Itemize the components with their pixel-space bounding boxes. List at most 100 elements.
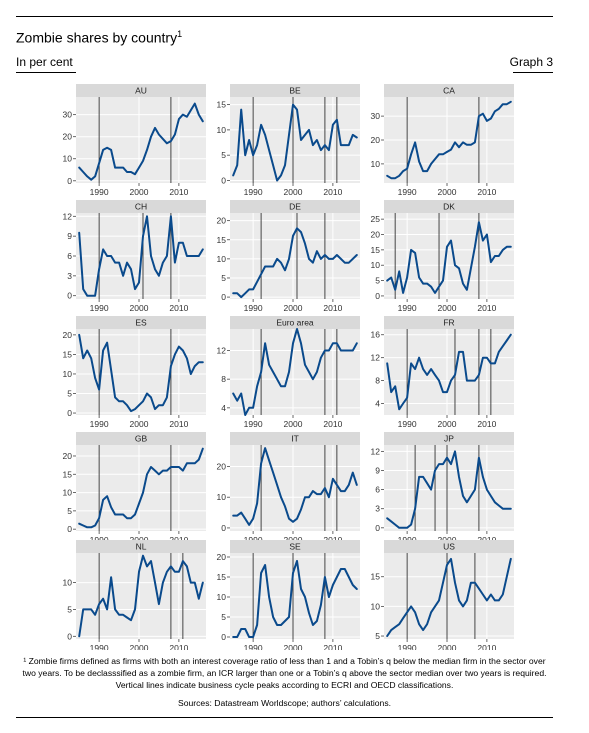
y-tick-label: 10 <box>63 578 73 588</box>
y-tick-label: 15 <box>217 235 227 245</box>
y-tick-label: 0 <box>221 523 226 533</box>
y-tick-label: 4 <box>221 403 226 413</box>
series-line-be <box>232 103 358 182</box>
panel-gb: GB05101520199020002010 <box>63 432 206 545</box>
x-tick-label: 1990 <box>90 643 109 650</box>
series-line-gb <box>78 447 204 529</box>
panel-us: US 5 10 15 1990 2000 2010 <box>371 540 514 650</box>
x-tick-label: 1990 <box>398 643 417 650</box>
panel-strip <box>230 84 360 97</box>
x-tick-label: 2000 <box>438 303 457 313</box>
top-rule <box>16 16 553 17</box>
y-tick-label: 20 <box>63 132 73 142</box>
y-tick-label: 20 <box>371 135 381 145</box>
panel-it: IT01020199020002010 <box>217 432 360 545</box>
y-tick-label: 10 <box>217 492 227 502</box>
panel-strip <box>384 316 514 329</box>
y-tick-label: 5 <box>67 389 72 399</box>
panel-title: FR <box>443 318 454 328</box>
footnote: ¹ Zombie firms defined as firms with bot… <box>22 656 547 690</box>
y-tick-label: 0 <box>375 523 380 533</box>
panel-strip <box>384 200 514 213</box>
x-tick-label: 2000 <box>130 187 149 197</box>
y-tick-label: 0 <box>67 408 72 418</box>
x-tick-label: 1990 <box>244 303 263 313</box>
graph-number-underline <box>513 72 553 73</box>
y-tick-label: 20 <box>217 216 227 226</box>
series-line-se <box>232 560 358 638</box>
x-tick-label: 2010 <box>169 303 188 313</box>
x-tick-label: 1990 <box>244 643 263 650</box>
series-line-ch <box>78 215 204 297</box>
y-tick-label: 10 <box>371 601 381 611</box>
graph-number: Graph 3 <box>509 55 553 69</box>
bottom-rule <box>16 717 553 718</box>
y-tick-label: 10 <box>63 488 73 498</box>
y-tick-label: 5 <box>221 150 226 160</box>
y-tick-label: 15 <box>371 245 381 255</box>
x-tick-label: 2010 <box>477 419 496 429</box>
subtitle-underline <box>16 72 76 73</box>
y-tick-label: 5 <box>67 506 72 516</box>
panel-title: NL <box>136 542 147 552</box>
y-tick-label: 0 <box>221 292 226 302</box>
y-tick-label: 0 <box>67 631 72 641</box>
panel-title: GB <box>135 434 148 444</box>
panel-title: DE <box>289 202 301 212</box>
y-tick-label: 10 <box>217 254 227 264</box>
x-tick-label: 2010 <box>477 643 496 650</box>
y-tick-label: 5 <box>375 276 380 286</box>
y-tick-label: 8 <box>221 374 226 384</box>
panel-au: AU 0 10 20 30 1990 2000 2010 <box>63 84 206 197</box>
series-line-au <box>78 102 204 181</box>
y-tick-label: 20 <box>63 451 73 461</box>
y-tick-label: 0 <box>375 291 380 301</box>
panel-strip <box>230 540 360 553</box>
panel-title: DK <box>443 202 455 212</box>
y-tick-label: 5 <box>67 604 72 614</box>
panel-de: DE 0 5 10 15 20 1990 2000 2010 <box>217 200 360 313</box>
series-line-nl <box>78 554 204 638</box>
y-tick-label: 10 <box>63 154 73 164</box>
y-tick-label: 20 <box>217 552 227 562</box>
x-tick-label: 2000 <box>438 419 457 429</box>
series-line-us <box>386 557 512 637</box>
y-tick-label: 15 <box>371 572 381 582</box>
panel-se: SE 0 5 10 15 20 1990 2000 2010 <box>217 540 360 650</box>
panel-strip <box>76 540 206 553</box>
y-tick-label: 6 <box>67 251 72 261</box>
y-tick-label: 0 <box>221 632 226 642</box>
y-tick-label: 6 <box>375 485 380 495</box>
y-tick-label: 20 <box>63 330 73 340</box>
y-tick-label: 0 <box>67 176 72 186</box>
plot-background <box>230 329 360 415</box>
panel-es: ES 0 5 10 15 20 1990 2000 2010 <box>63 316 206 429</box>
panel-title: ES <box>135 318 147 328</box>
panel-strip <box>230 200 360 213</box>
x-tick-label: 1990 <box>90 187 109 197</box>
y-tick-label: 12 <box>371 353 381 363</box>
y-tick-label: 10 <box>217 125 227 135</box>
plot-background <box>230 97 360 183</box>
x-tick-label: 2000 <box>130 303 149 313</box>
panel-title: CH <box>135 202 147 212</box>
x-tick-label: 2010 <box>323 419 342 429</box>
panel-jp: JP036912199020002010 <box>371 432 514 545</box>
panel-strip <box>230 316 360 329</box>
y-tick-label: 10 <box>217 592 227 602</box>
y-tick-label: 30 <box>63 110 73 120</box>
y-tick-label: 20 <box>217 462 227 472</box>
plot-background <box>230 213 360 299</box>
plot-background <box>76 97 206 183</box>
y-tick-label: 9 <box>67 231 72 241</box>
sources-note: Sources: Datastream Worldscope; authors’… <box>177 698 392 708</box>
y-tick-label: 5 <box>221 612 226 622</box>
panel-title: SE <box>289 542 301 552</box>
y-tick-label: 8 <box>375 376 380 386</box>
y-tick-label: 0 <box>221 175 226 185</box>
y-tick-label: 0 <box>67 291 72 301</box>
panel-strip <box>76 316 206 329</box>
panel-ca: CA 10 20 30 1990 2000 2010 <box>371 84 514 197</box>
y-tick-label: 10 <box>63 369 73 379</box>
x-tick-label: 2010 <box>169 187 188 197</box>
